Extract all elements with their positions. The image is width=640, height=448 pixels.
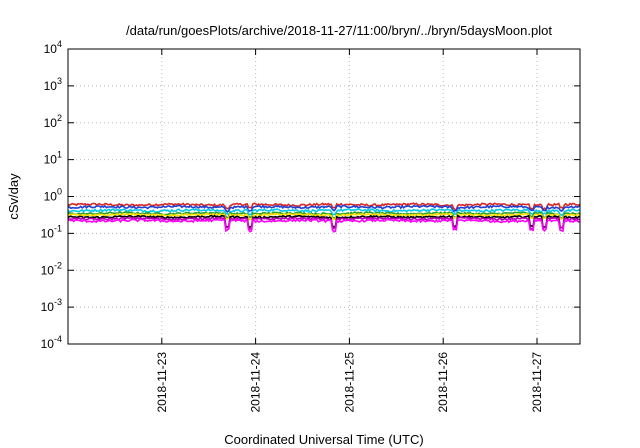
x-axis-label: Coordinated Universal Time (UTC) — [224, 432, 423, 447]
y-tick-label: 100 — [44, 187, 62, 204]
y-tick-label: 10-2 — [41, 260, 62, 277]
y-axis-label: cSv/day — [6, 173, 21, 220]
y-tick-label: 10-4 — [41, 334, 62, 351]
series-line — [67, 207, 581, 217]
x-tick-label: 2018-11-23 — [155, 352, 169, 413]
x-tick-label: 2018-11-27 — [530, 352, 544, 413]
series-line — [67, 204, 581, 213]
x-tick-label: 2018-11-24 — [249, 352, 263, 413]
y-tick-label: 104 — [44, 39, 62, 56]
x-tick-label: 2018-11-26 — [436, 352, 450, 413]
series-line — [67, 202, 581, 212]
series-line — [67, 217, 581, 233]
y-tick-label: 10-1 — [41, 223, 62, 240]
y-tick-label: 103 — [44, 76, 62, 93]
series-line — [67, 212, 581, 221]
y-tick-label: 101 — [44, 150, 62, 167]
series-line — [67, 214, 581, 230]
y-tick-label: 10-3 — [41, 297, 62, 314]
grid — [68, 49, 580, 344]
chart-title: /data/run/goesPlots/archive/2018-11-27/1… — [126, 23, 552, 38]
x-axis: 2018-11-23 2018-11-24 2018-11-25 2018-11-26… — [155, 49, 544, 413]
y-axis: 104 103 102 101 100 10-1 10-2 10-3 10-4 — [41, 39, 580, 351]
x-tick-label: 2018-11-25 — [342, 352, 356, 413]
y-tick-label: 102 — [44, 113, 62, 130]
series-layer — [67, 202, 581, 233]
